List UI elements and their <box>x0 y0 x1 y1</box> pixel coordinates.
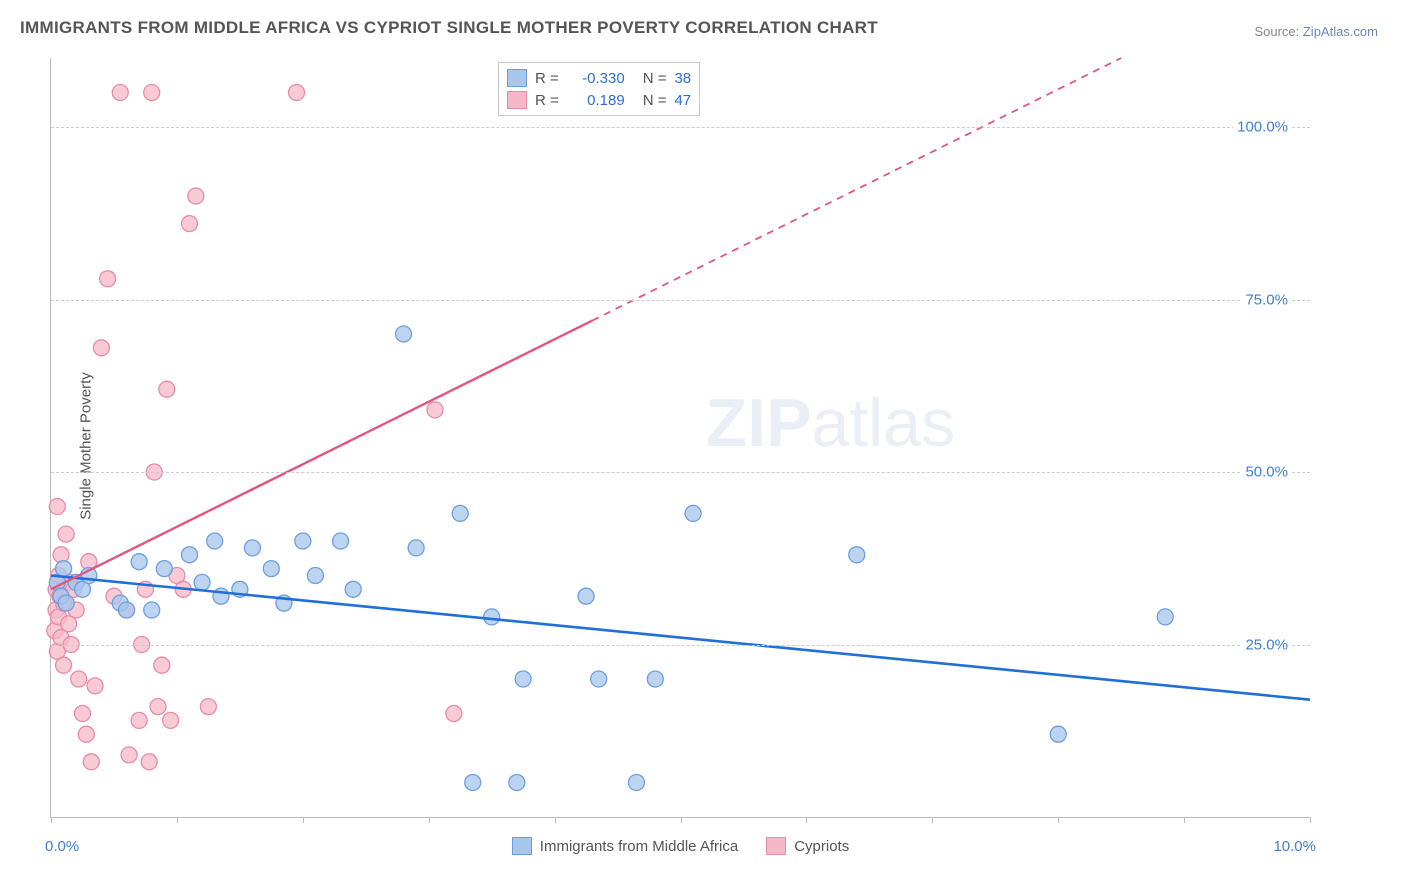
chart-title: IMMIGRANTS FROM MIDDLE AFRICA VS CYPRIOT… <box>20 18 878 38</box>
y-tick-label: 25.0% <box>1241 636 1292 653</box>
legend-swatch <box>766 837 786 855</box>
data-point-cypriots <box>181 216 197 232</box>
data-point-cypriots <box>427 402 443 418</box>
data-point-cypriots <box>131 712 147 728</box>
x-tick <box>1310 817 1311 823</box>
data-point-immigrants <box>509 775 525 791</box>
data-point-immigrants <box>1157 609 1173 625</box>
x-tick <box>429 817 430 823</box>
data-point-cypriots <box>163 712 179 728</box>
data-point-immigrants <box>1050 726 1066 742</box>
x-tick <box>51 817 52 823</box>
source-label: Source: <box>1254 24 1302 39</box>
data-point-cypriots <box>159 381 175 397</box>
data-point-immigrants <box>628 775 644 791</box>
data-point-cypriots <box>112 85 128 101</box>
x-tick-label: 10.0% <box>1273 838 1316 855</box>
legend-series: Immigrants from Middle Africa Cypriots <box>51 837 1310 855</box>
x-tick-label: 0.0% <box>45 838 79 855</box>
data-point-cypriots <box>87 678 103 694</box>
data-point-cypriots <box>49 499 65 515</box>
data-point-immigrants <box>578 588 594 604</box>
legend-series-name: Cypriots <box>794 838 849 855</box>
chart-svg <box>51 58 1310 817</box>
y-tick-label: 75.0% <box>1241 291 1292 308</box>
data-point-immigrants <box>263 561 279 577</box>
data-point-immigrants <box>56 561 72 577</box>
x-tick <box>806 817 807 823</box>
data-point-immigrants <box>307 568 323 584</box>
y-tick-label: 100.0% <box>1233 119 1292 136</box>
data-point-immigrants <box>345 581 361 597</box>
data-point-immigrants <box>465 775 481 791</box>
data-point-cypriots <box>83 754 99 770</box>
x-tick <box>1184 817 1185 823</box>
regression-line-dashed-cypriots <box>592 58 1121 321</box>
data-point-cypriots <box>289 85 305 101</box>
data-point-immigrants <box>408 540 424 556</box>
data-point-immigrants <box>333 533 349 549</box>
plot-area: ZIPatlas R =-0.330N =38R =0.189N =47 Imm… <box>50 58 1310 818</box>
gridline <box>51 472 1310 473</box>
data-point-immigrants <box>156 561 172 577</box>
data-point-immigrants <box>207 533 223 549</box>
data-point-immigrants <box>131 554 147 570</box>
data-point-immigrants <box>244 540 260 556</box>
data-point-cypriots <box>78 726 94 742</box>
data-point-immigrants <box>396 326 412 342</box>
legend-swatch <box>512 837 532 855</box>
data-point-cypriots <box>121 747 137 763</box>
data-point-cypriots <box>74 706 90 722</box>
data-point-immigrants <box>144 602 160 618</box>
data-point-immigrants <box>452 505 468 521</box>
data-point-cypriots <box>100 271 116 287</box>
data-point-immigrants <box>58 595 74 611</box>
data-point-immigrants <box>194 574 210 590</box>
source-attribution: Source: ZipAtlas.com <box>1254 24 1378 39</box>
data-point-cypriots <box>141 754 157 770</box>
x-tick <box>303 817 304 823</box>
x-tick <box>177 817 178 823</box>
regression-line-cypriots <box>51 321 592 590</box>
legend-item-cypriots: Cypriots <box>766 837 849 855</box>
data-point-cypriots <box>200 699 216 715</box>
data-point-immigrants <box>591 671 607 687</box>
data-point-cypriots <box>188 188 204 204</box>
gridline <box>51 127 1310 128</box>
gridline <box>51 300 1310 301</box>
data-point-cypriots <box>446 706 462 722</box>
x-tick <box>555 817 556 823</box>
data-point-cypriots <box>56 657 72 673</box>
data-point-immigrants <box>119 602 135 618</box>
data-point-cypriots <box>154 657 170 673</box>
x-tick <box>681 817 682 823</box>
data-point-cypriots <box>71 671 87 687</box>
y-tick-label: 50.0% <box>1241 464 1292 481</box>
legend-item-immigrants: Immigrants from Middle Africa <box>512 837 738 855</box>
data-point-immigrants <box>515 671 531 687</box>
chart-container: IMMIGRANTS FROM MIDDLE AFRICA VS CYPRIOT… <box>0 0 1406 892</box>
x-tick <box>932 817 933 823</box>
data-point-immigrants <box>685 505 701 521</box>
data-point-immigrants <box>647 671 663 687</box>
data-point-cypriots <box>150 699 166 715</box>
data-point-immigrants <box>181 547 197 563</box>
legend-series-name: Immigrants from Middle Africa <box>540 838 738 855</box>
data-point-immigrants <box>295 533 311 549</box>
gridline <box>51 645 1310 646</box>
data-point-cypriots <box>58 526 74 542</box>
data-point-immigrants <box>849 547 865 563</box>
x-tick <box>1058 817 1059 823</box>
source-value: ZipAtlas.com <box>1303 24 1378 39</box>
data-point-cypriots <box>144 85 160 101</box>
data-point-cypriots <box>93 340 109 356</box>
regression-line-immigrants <box>51 576 1310 700</box>
data-point-immigrants <box>484 609 500 625</box>
